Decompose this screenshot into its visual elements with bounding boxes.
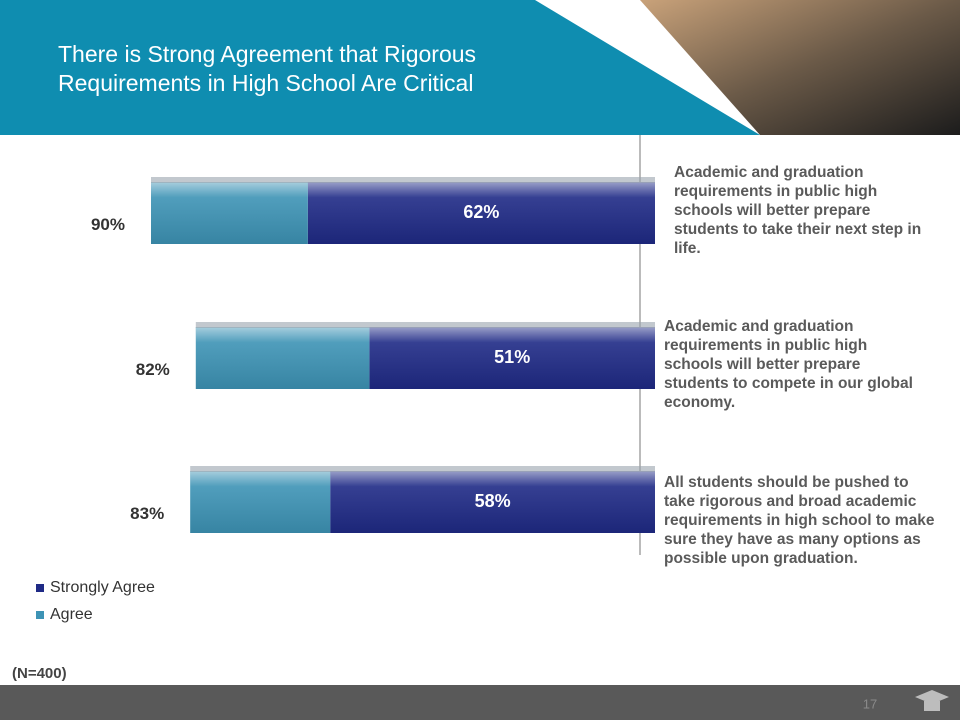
total-label: 83%	[130, 504, 164, 523]
bar-shine	[195, 327, 370, 389]
header-band	[0, 0, 760, 135]
footer-icon	[915, 690, 949, 711]
header-photo	[640, 0, 960, 135]
bar-shine	[151, 182, 308, 244]
bar-shine	[330, 471, 655, 533]
value-label: 58%	[475, 491, 511, 511]
legend-swatch	[36, 584, 44, 592]
legend-label: Agree	[50, 606, 93, 623]
sample-note: (N=400)	[12, 665, 67, 682]
category-label: All students should be pushed to take ri…	[664, 474, 935, 567]
total-label: 82%	[136, 360, 170, 379]
bar-shine	[369, 327, 655, 389]
bar-shine	[307, 182, 655, 244]
bar-top-edge	[195, 322, 656, 328]
category-label: Academic and graduation requirements in …	[674, 164, 922, 257]
page-number: 17	[863, 696, 877, 711]
value-label: 62%	[463, 202, 499, 222]
legend-label: Strongly Agree	[50, 579, 155, 596]
bar-top-edge	[151, 177, 655, 183]
slide-title: There is Strong Agreement that Rigorous …	[58, 41, 477, 96]
footer-bar	[0, 685, 960, 720]
value-label: 51%	[494, 347, 530, 367]
bar-top-edge	[190, 466, 655, 472]
bar-shine	[190, 471, 331, 533]
legend-swatch	[36, 611, 44, 619]
total-label: 90%	[91, 215, 125, 234]
category-label: Academic and graduation requirements in …	[664, 318, 913, 411]
